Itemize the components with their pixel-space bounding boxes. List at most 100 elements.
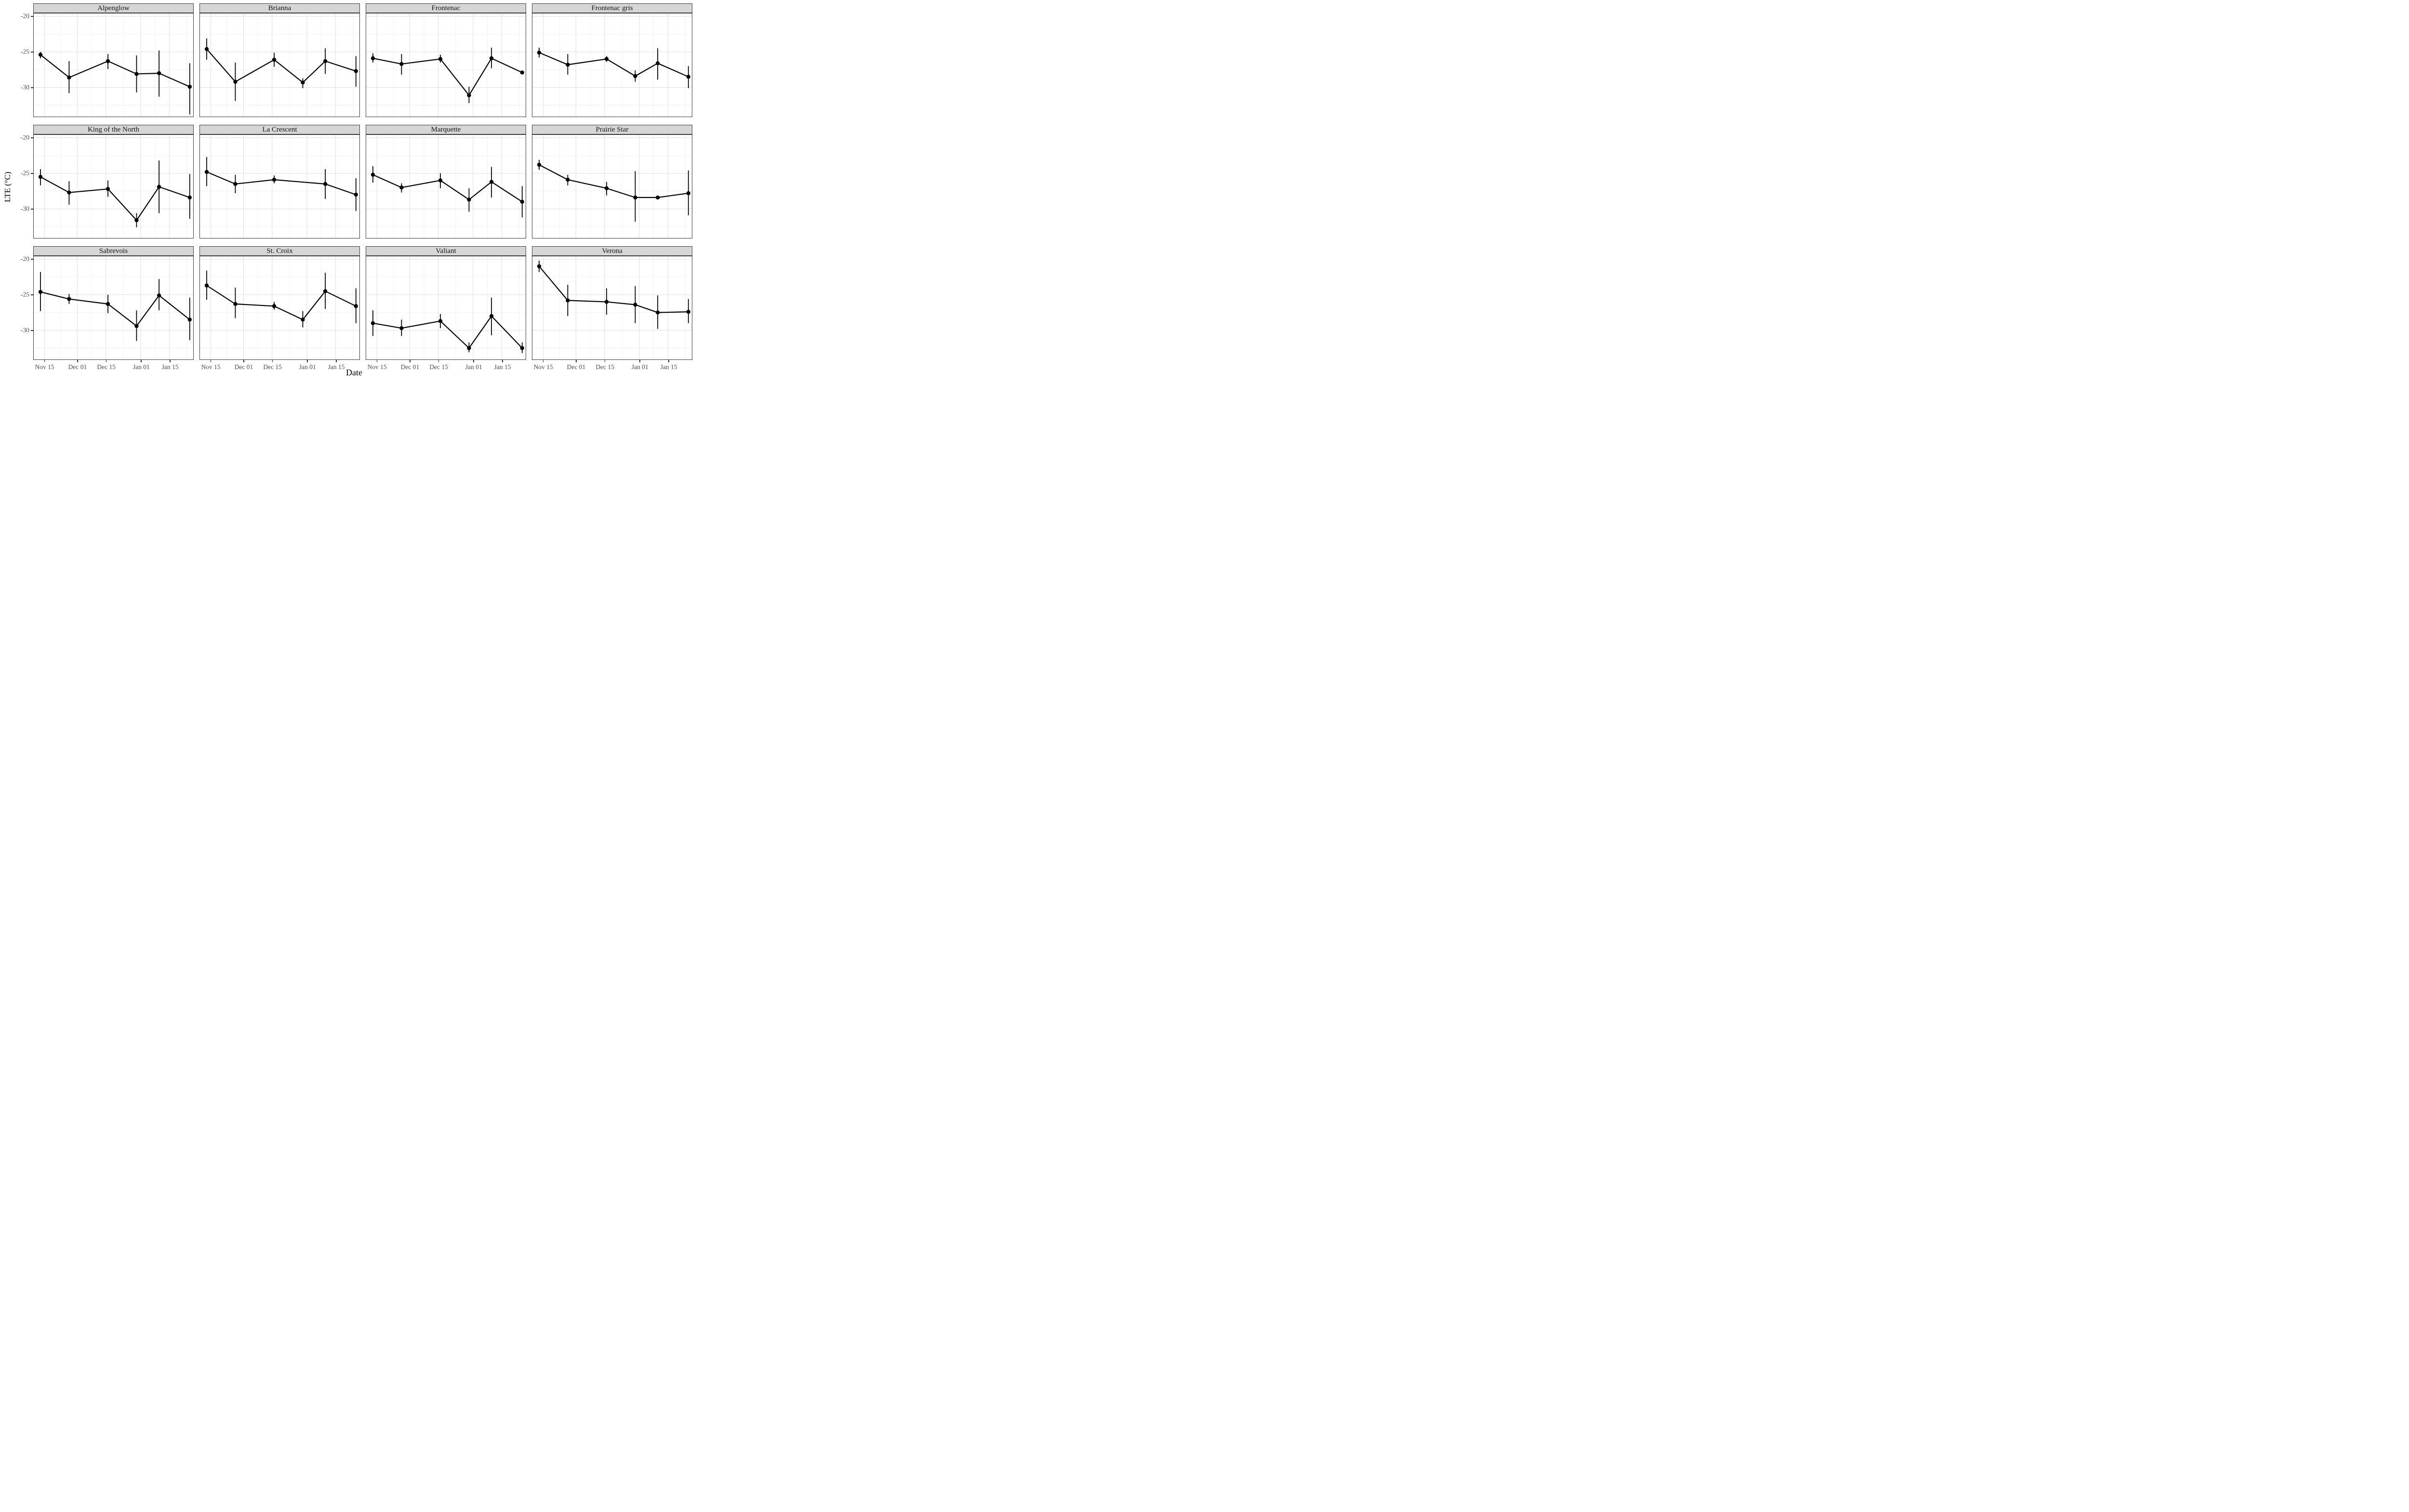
facet-strip-label: Alpenglow [33, 3, 194, 13]
panel-plot-area [200, 13, 359, 117]
data-point [204, 283, 209, 288]
x-tick-mark [307, 359, 308, 362]
facet-marquette: Marquette [366, 125, 526, 239]
facet-strip-label: La Crescent [199, 125, 360, 135]
x-tick-mark [210, 359, 212, 362]
facet-strip-label: Frontenac [366, 3, 526, 13]
data-point [323, 59, 328, 64]
y-tick-mark [31, 87, 34, 88]
data-point [399, 62, 404, 66]
y-tick-mark [31, 209, 34, 210]
data-point [520, 199, 524, 204]
data-point [106, 302, 110, 306]
x-tick-mark [668, 359, 669, 362]
x-tick-label: Jan 15 [494, 363, 511, 371]
facet-panel [532, 135, 692, 239]
x-tick-label: Nov 15 [35, 363, 54, 371]
data-point [489, 314, 494, 318]
data-point [399, 186, 404, 190]
data-point [655, 61, 660, 66]
faceted-lte-chart: LTE (°C) Alpenglow -20 -25 -30 Brianna Fronte… [0, 0, 699, 378]
facet-panel: Nov 15 Dec 01 Dec 15 Jan 01 Jan 15 [366, 256, 526, 371]
series-line [206, 285, 357, 320]
x-tick-label: Nov 15 [201, 363, 221, 371]
data-point [537, 264, 542, 268]
data-point [323, 182, 328, 186]
y-tick-label: -30 [21, 83, 29, 91]
facet-panel [532, 13, 692, 117]
facet-panel [366, 13, 526, 117]
y-tick-label: -25 [21, 291, 29, 298]
facet-strip-label: King of the North [33, 125, 194, 135]
panel-plot-area [366, 256, 526, 359]
facet-strip-label: Marquette [366, 125, 526, 135]
facet-panel: Nov 15 Dec 01 Dec 15 Jan 01 Jan 15 [532, 256, 692, 371]
data-point [566, 298, 570, 303]
data-point [67, 75, 71, 80]
y-tick-label: -25 [21, 169, 29, 177]
data-point [633, 303, 637, 307]
panel-plot-area [366, 135, 526, 238]
series-line [40, 291, 190, 327]
data-point [134, 218, 139, 223]
facet-strip-label: St. Croix [199, 246, 360, 256]
data-point [566, 177, 570, 182]
data-point [134, 324, 139, 328]
series-line [206, 49, 357, 83]
data-point [354, 192, 358, 197]
x-tick-label: Dec 15 [263, 363, 282, 371]
panel-plot-area [34, 13, 193, 117]
panel-plot-area [532, 135, 692, 238]
data-point [655, 310, 660, 315]
x-tick-mark [376, 359, 378, 362]
x-tick-label: Dec 15 [97, 363, 116, 371]
series-line [372, 315, 523, 349]
panel-plot-area [532, 256, 692, 359]
facet-king-of-the-north: King of the North -20 -25 -30 [21, 125, 194, 239]
data-point [520, 70, 524, 75]
data-point [566, 63, 570, 67]
facet-panel: -20 -25 -30 [21, 134, 194, 239]
series-line [372, 57, 523, 96]
data-point [157, 71, 161, 76]
facet-panel: -20 -25 -30 Nov 15 Dec 01 Dec 15 Jan 01 Jan 15 [21, 255, 194, 371]
facet-panel [199, 13, 360, 117]
data-point [67, 297, 71, 301]
facet-strip-label: Sabrevois [33, 246, 194, 256]
x-tick-label: Dec 15 [429, 363, 449, 371]
facet-panel: -20 -25 -30 [21, 13, 194, 117]
data-point [301, 80, 305, 85]
facet-frontenac: Frontenac [366, 3, 526, 117]
data-point [38, 53, 43, 57]
series-line [539, 164, 688, 198]
data-point [354, 69, 358, 73]
series-line [40, 176, 190, 221]
x-tick-mark [170, 359, 171, 362]
x-axis-title: Date [346, 368, 362, 377]
data-point [467, 198, 471, 202]
y-axis-title: LTE (°C) [3, 172, 12, 202]
x-tick-mark [473, 359, 475, 362]
data-point [489, 56, 494, 61]
y-tick-label: -30 [21, 326, 29, 334]
data-point [157, 293, 161, 298]
data-point [134, 72, 139, 76]
data-point [686, 191, 690, 196]
x-tick-label: Jan 15 [328, 363, 345, 371]
facet-panel [366, 135, 526, 239]
panel-plot-area [366, 13, 526, 117]
data-point [38, 290, 43, 294]
data-point [157, 185, 161, 189]
x-tick-mark [243, 359, 244, 362]
data-point [537, 162, 542, 167]
data-point [520, 346, 524, 350]
y-tick-mark [31, 330, 34, 331]
x-tick-label: Dec 01 [234, 363, 253, 371]
y-tick-mark [31, 294, 34, 295]
data-point [233, 302, 238, 306]
data-point [233, 80, 238, 84]
y-tick-label: -30 [21, 205, 29, 212]
x-tick-mark [576, 359, 577, 362]
facet-grid: Alpenglow -20 -25 -30 Brianna Frontenac Fronte… [21, 3, 692, 371]
x-tick-mark [543, 359, 544, 362]
